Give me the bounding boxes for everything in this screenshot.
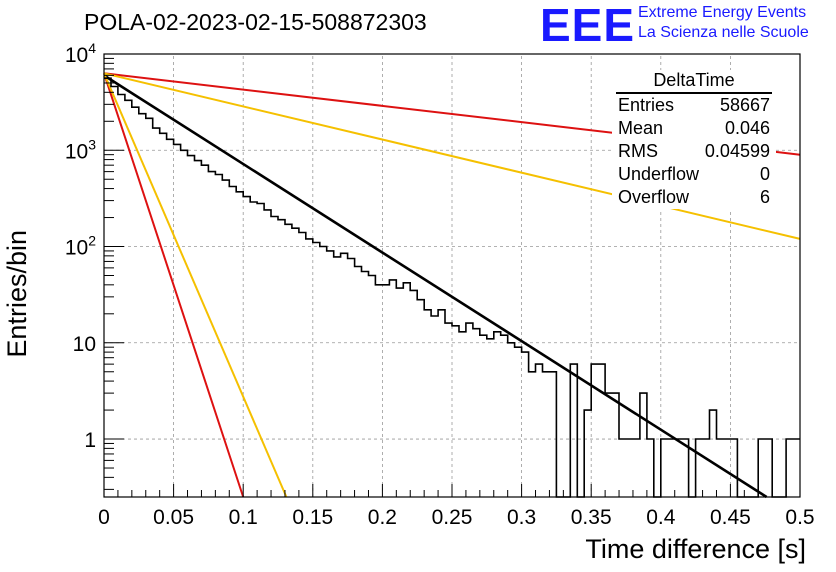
x-tick-label: 0.3 [507,506,536,529]
x-tick-label: 0.15 [292,506,333,529]
histogram [104,77,800,498]
y-tick-label: 10 [73,333,96,356]
stats-value: 6 [759,187,770,207]
y-tick-label: 1 [84,429,96,452]
x-tick-label: 0.4 [646,506,676,529]
logo-line-2: La Scienza nelle Scuole [638,24,809,41]
stats-row: RMS 0.04599 [612,140,776,163]
x-tick-label: 0.2 [368,506,397,529]
y-axis: 1 10 102 103 104 [65,40,124,490]
x-tick-label: 0.25 [432,506,473,529]
eee-logo: EEE [540,0,636,51]
stats-value: 0 [759,164,770,184]
curve-line [103,72,245,498]
stats-value: 58667 [719,95,770,115]
y-axis-label: Entries/bin [2,230,32,358]
x-tick-label: 0.05 [153,506,194,529]
logo-line-1: Extreme Energy Events [638,4,807,21]
stats-value: 0.046 [724,118,770,138]
histogram-step-line [104,77,800,498]
stats-row: Mean 0.046 [612,117,776,140]
chart-title: POLA-02-2023-02-15-508872303 [84,9,427,35]
fit-curves [103,72,801,499]
x-tick-label: 0.1 [229,506,258,529]
stats-label: RMS [618,141,658,161]
stats-label: Underflow [618,164,700,184]
stats-box: DeltaTime Entries 58667 Mean 0.046 RMS 0… [612,70,776,209]
x-tick-label: 0 [98,506,110,529]
stats-row: Entries 58667 [612,94,776,117]
x-tick-label: 0.35 [571,506,612,529]
curve-line [103,72,801,240]
stats-label: Entries [618,95,675,115]
x-axis-label: Time difference [s] [585,534,806,564]
stats-label: Overflow [618,187,690,207]
y-tick-label: 104 [65,40,96,67]
x-tick-label: 0.5 [785,506,814,529]
y-tick-label: 103 [65,136,96,163]
stats-label: Mean [618,118,664,138]
y-tick-label: 102 [65,233,96,260]
stats-row: Underflow 0 [612,163,776,186]
curve-line [103,74,768,499]
stats-value: 0.04599 [704,141,770,161]
stats-title: DeltaTime [616,70,772,94]
stats-row: Overflow 6 [612,186,776,209]
x-axis: 0 0.05 0.1 0.15 0.2 0.25 0.3 0.35 0.4 0.45 0.5 [98,484,815,529]
x-tick-label: 0.45 [710,506,751,529]
curve-line [103,72,288,498]
